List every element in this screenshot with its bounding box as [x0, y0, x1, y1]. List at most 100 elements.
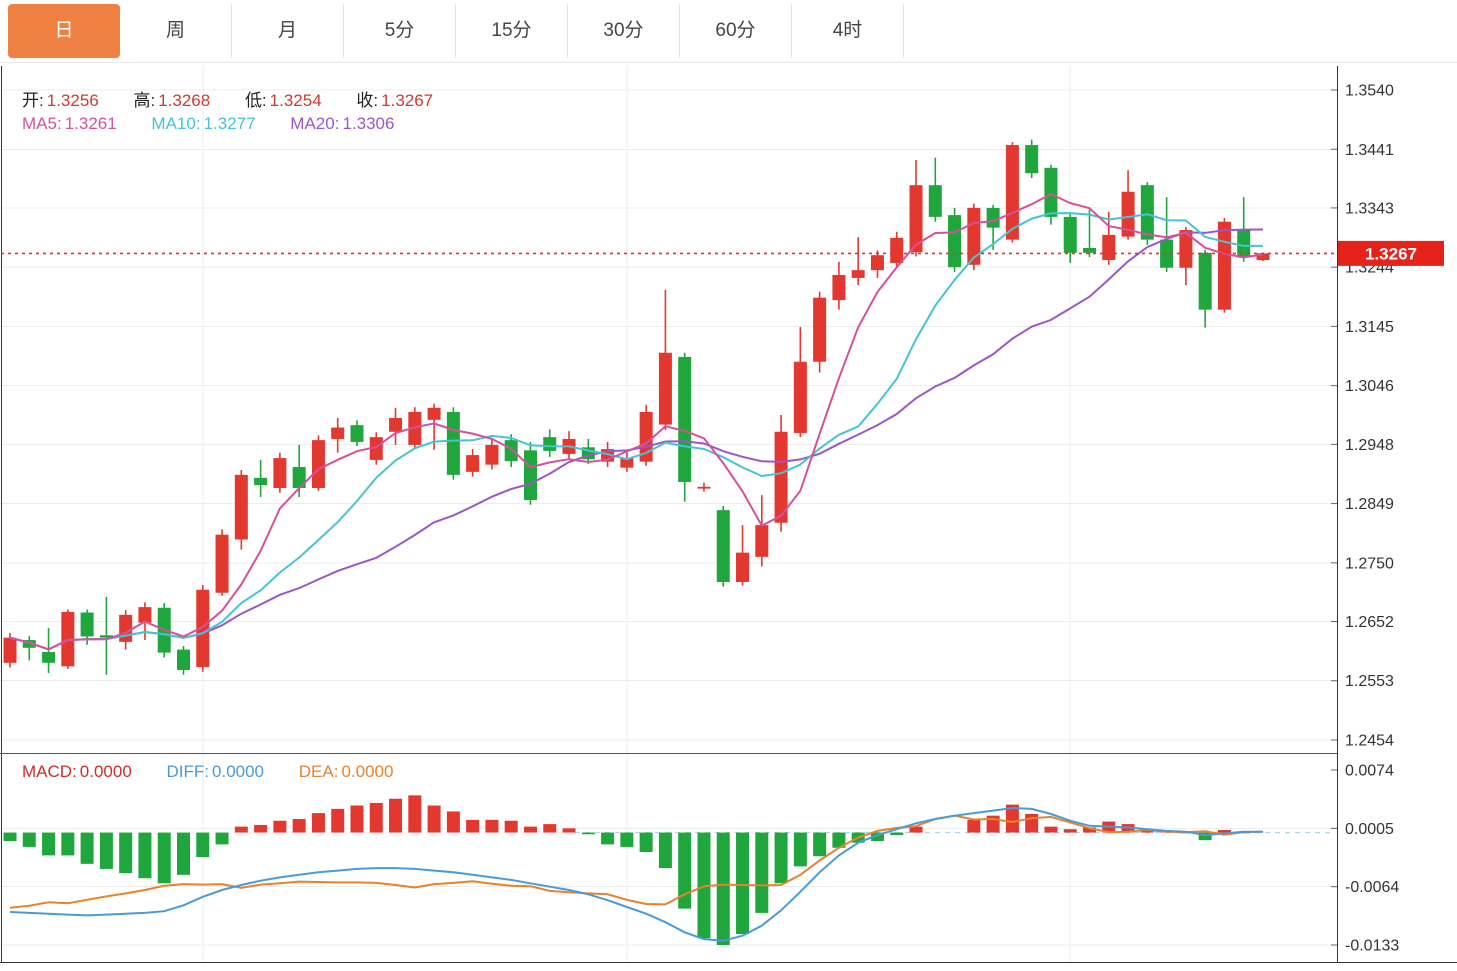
price-tick-label: 1.2948 [1345, 437, 1394, 454]
candle-up [658, 352, 672, 425]
price-tick-label: 1.2454 [1345, 733, 1394, 750]
macd-bar-negative [813, 832, 827, 857]
candle-down [986, 207, 1000, 228]
ma10-line [9, 212, 1263, 651]
macd-bar-negative [620, 832, 634, 847]
candle-up [967, 207, 981, 265]
candle-up [215, 534, 229, 593]
dea-line [9, 814, 1264, 909]
ma20-line [9, 228, 1264, 651]
candle-up [234, 474, 248, 540]
macd-layer [3, 795, 1334, 945]
tab-30min[interactable]: 30分 [568, 4, 680, 58]
candle-up [870, 255, 884, 271]
diff-line [9, 806, 1263, 942]
tab-day[interactable]: 日 [8, 4, 120, 58]
price-tick-label: 1.3540 [1345, 83, 1394, 100]
price-tick-label: 1.2652 [1345, 614, 1394, 631]
candle-up [408, 412, 422, 445]
tab-week[interactable]: 周 [120, 4, 232, 58]
macd-bar-positive [485, 819, 499, 833]
candle-up [793, 361, 807, 433]
macd-bar-positive [273, 820, 287, 833]
macd-bar-negative [832, 832, 846, 848]
dea-readout: DEA: 0.0000 [298, 762, 394, 781]
candle-up [832, 274, 846, 301]
macd-bar-negative [80, 832, 94, 864]
macd-bar-positive [523, 826, 537, 833]
price-tick-label: 1.3441 [1345, 142, 1394, 159]
macd-bar-negative [42, 832, 56, 856]
macd-bar-negative [157, 832, 171, 884]
candle-up [1102, 234, 1116, 260]
price-tick-label: 1.2553 [1345, 673, 1394, 690]
macd-bar-negative [755, 832, 769, 913]
candle-up [427, 407, 441, 420]
timeframe-tabbar: 日 周 月 5分 15分 30分 60分 4时 [0, 0, 1457, 63]
price-marker-layer: 1.3267 [1, 240, 1444, 266]
candle-down [581, 447, 595, 460]
ohlc-legend: 开: 1.3256 高: 1.3268 低: 1.3254 收: 1.3267 [22, 86, 463, 111]
diff-readout: DIFF: 0.0000 [166, 762, 265, 781]
candle-down [523, 450, 537, 500]
candle-down [1044, 167, 1058, 217]
candle-up [620, 458, 634, 468]
price-tick-label: 1.3343 [1345, 200, 1394, 217]
macd-bar-positive [254, 824, 268, 833]
candle-down [22, 640, 36, 648]
macd-tick-label: -0.0064 [1345, 879, 1399, 896]
candle-up [273, 458, 287, 489]
macd-bar-negative [601, 832, 615, 845]
macd-bar-negative [890, 832, 904, 836]
open-readout: 开: 1.3256 [22, 91, 99, 110]
candle-down [292, 467, 306, 489]
candle-down [176, 649, 190, 670]
candle-down [1160, 239, 1174, 268]
macd-bar-positive [311, 813, 325, 833]
candle-down [1198, 252, 1212, 310]
macd-bar-positive [331, 808, 345, 833]
candle-up [3, 637, 17, 663]
candle-up [851, 270, 865, 278]
last-price-badge-label: 1.3267 [1365, 244, 1417, 263]
tab-60min[interactable]: 60分 [680, 4, 792, 58]
candle-up [639, 412, 653, 462]
macd-bar-positive [427, 805, 441, 833]
candle-down [678, 356, 692, 483]
macd-bar-positive [1044, 826, 1058, 833]
macd-bar-negative [581, 832, 595, 835]
macd-readout: MACD: 0.0000 [22, 762, 132, 781]
macd-bar-positive [967, 819, 981, 833]
high-readout: 高: 1.3268 [133, 91, 211, 110]
candle-up [485, 444, 499, 465]
macd-bar-positive [504, 820, 518, 833]
macd-legend: MACD: 0.0000 DIFF: 0.0000 DEA: 0.0000 [22, 762, 423, 782]
macd-bar-negative [176, 832, 190, 875]
tab-month[interactable]: 月 [232, 4, 344, 58]
macd-bar-negative [716, 832, 730, 945]
candles-layer [3, 139, 1270, 675]
macd-bar-positive [466, 819, 480, 833]
macd-bar-positive [1140, 830, 1154, 833]
candle-up [736, 552, 750, 582]
candle-up [1217, 221, 1231, 310]
candle-down [1237, 230, 1251, 258]
candle-up [909, 185, 923, 253]
price-tick-label: 1.3046 [1345, 378, 1394, 395]
tab-15min[interactable]: 15分 [456, 4, 568, 58]
candle-up [755, 525, 769, 557]
candle-down [446, 412, 460, 475]
macd-bar-negative [870, 832, 884, 842]
macd-bar-negative [22, 832, 36, 847]
tab-5min[interactable]: 5分 [344, 4, 456, 58]
candle-down [504, 440, 518, 462]
macd-bar-negative [61, 832, 75, 856]
tab-4hour[interactable]: 4时 [792, 4, 904, 58]
price-tick-label: 1.2849 [1345, 496, 1394, 513]
macd-bar-negative [99, 832, 113, 869]
ma5-readout: MA5: 1.3261 [22, 114, 117, 133]
macd-bar-negative [196, 832, 210, 858]
macd-bar-positive [292, 819, 306, 833]
